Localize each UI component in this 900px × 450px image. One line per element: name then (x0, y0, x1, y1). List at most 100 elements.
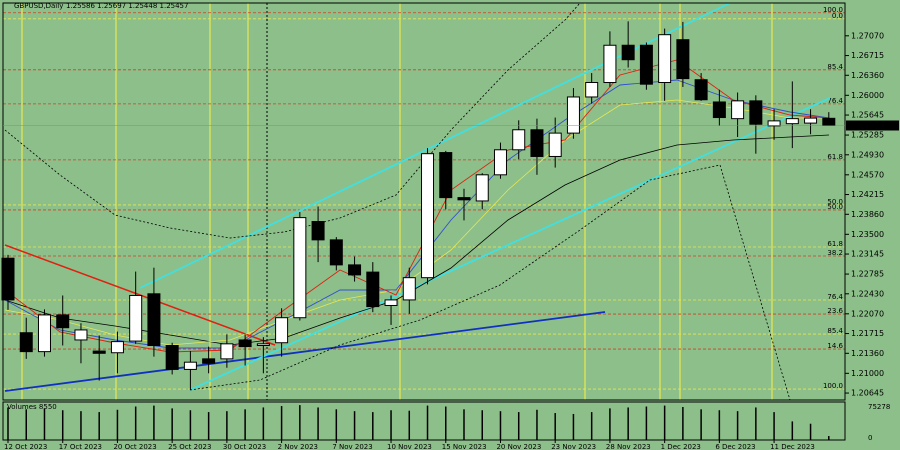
level-label: 38.2 (827, 249, 843, 257)
y-tick-label: 1.26715 (851, 51, 884, 60)
candle-body (92, 350, 106, 354)
candle-body (147, 293, 161, 347)
candle-body (19, 332, 33, 353)
level-label: 61.8 (827, 240, 843, 248)
candle-body (530, 129, 544, 157)
y-tick-label: 1.21000 (851, 369, 884, 378)
level-label: 76.4 (827, 293, 843, 301)
candle-body (621, 44, 635, 61)
candle-body (822, 117, 836, 126)
candle-body (566, 96, 580, 134)
x-tick-label: 20 Nov 2023 (496, 443, 541, 450)
candle-body (603, 44, 617, 84)
band-line (4, 2, 581, 239)
candle-body (256, 343, 270, 347)
y-tick-label: 1.26000 (851, 91, 884, 100)
level-label: 61.8 (827, 153, 843, 161)
y-tick-label: 1.26360 (851, 71, 884, 80)
plot-frame (2, 2, 846, 401)
candle-body (548, 132, 562, 157)
candle-body (493, 149, 507, 176)
candle-body (56, 314, 70, 329)
price-tag-label: 1.25457 (851, 121, 884, 130)
band-line (189, 164, 791, 401)
candle-body (767, 120, 781, 127)
candle-body (749, 100, 763, 125)
y-tick-label: 1.20645 (851, 389, 884, 398)
level-label: 0.0 (832, 12, 843, 20)
candle-body (74, 329, 88, 341)
y-tick-label: 1.21360 (851, 349, 884, 358)
x-tick-label: 10 Nov 2023 (387, 443, 432, 450)
candle-body (329, 239, 343, 266)
candle-body (421, 153, 435, 279)
level-label: 14.6 (827, 342, 843, 350)
level-label: 50.0 (827, 203, 843, 211)
x-tick-label: 28 Nov 2023 (606, 443, 651, 450)
candle-body (220, 343, 234, 360)
candle-body (804, 117, 818, 124)
y-tick-label: 1.23500 (851, 230, 884, 239)
candle-body (238, 339, 252, 348)
candle-body (512, 129, 526, 151)
x-tick-label: 20 Oct 2023 (113, 443, 156, 450)
y-tick-label: 1.24570 (851, 170, 884, 179)
level-label: 100.0 (823, 382, 843, 390)
y-tick-label: 1.27070 (851, 31, 884, 40)
volumes (7, 405, 830, 440)
channel-line (189, 97, 831, 391)
volume-frame (2, 401, 846, 441)
y-tick-label: 1.24930 (851, 150, 884, 159)
candle-body (785, 118, 799, 125)
level-label: 100.0 (823, 6, 843, 14)
level-label: 50.0 (827, 198, 843, 206)
candle-body (712, 101, 726, 119)
x-tick-label: 2 Nov 2023 (278, 443, 318, 450)
candle-body (293, 217, 307, 319)
level-label: 85.4 (827, 327, 843, 335)
x-tick-label: 23 Nov 2023 (551, 443, 596, 450)
y-tick-label: 1.23145 (851, 250, 884, 259)
candle-body (366, 271, 380, 308)
y-tick-label: 1.22785 (851, 270, 884, 279)
candles (1, 21, 836, 390)
candle-body (731, 100, 745, 120)
candle-body (37, 314, 51, 353)
price-tag (846, 120, 899, 131)
volume-tick-label: 75278 (868, 403, 890, 411)
volume-tick-label: 0 (868, 434, 872, 442)
candle-body (165, 345, 179, 370)
volume-label: Volumes 8550 (7, 403, 57, 411)
indicator-line (4, 134, 830, 346)
x-tick-label: 7 Nov 2023 (332, 443, 372, 450)
candle-body (585, 82, 599, 98)
x-tick-label: 12 Oct 2023 (4, 443, 47, 450)
x-tick-label: 15 Nov 2023 (442, 443, 487, 450)
candle-body (202, 358, 216, 364)
candle-body (676, 39, 690, 80)
candle-body (311, 221, 325, 241)
candle-body (475, 174, 489, 202)
level-label: 85.4 (827, 63, 843, 71)
candle-body (439, 152, 453, 199)
y-tick-label: 1.25285 (851, 131, 884, 140)
y-tick-label: 1.22070 (851, 309, 884, 318)
ohlc-text: 1.25586 1.25697 1.25448 1.25457 (66, 2, 188, 10)
x-tick-label: 11 Dec 2023 (770, 443, 815, 450)
candle-body (110, 341, 124, 354)
candle-body (694, 79, 708, 101)
candle-body (129, 294, 143, 342)
x-tick-label: 30 Oct 2023 (223, 443, 266, 450)
candle-body (348, 264, 362, 276)
trend-line (4, 311, 606, 392)
candle-body (639, 44, 653, 85)
x-tick-label: 1 Dec 2023 (661, 443, 701, 450)
y-tick-label: 1.23860 (851, 210, 884, 219)
y-tick-label: 1.25645 (851, 111, 884, 120)
candle-body (384, 299, 398, 306)
candle-body (658, 34, 672, 84)
y-tick-label: 1.24215 (851, 190, 884, 199)
